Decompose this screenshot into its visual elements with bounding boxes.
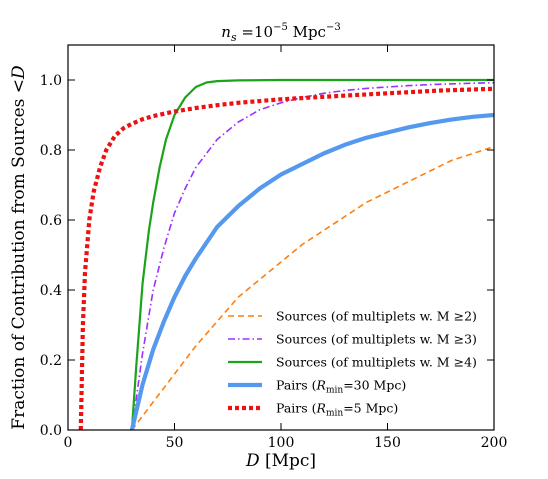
plot-area [78, 78, 494, 430]
y-axis-label: Fraction of Contribution from Sources <D [9, 65, 29, 430]
legend-label-4: Pairs (Rmin=30 Mpc) [276, 378, 406, 396]
x-tick-label: 100 [268, 435, 295, 451]
title-text: ns =10−5 Mpc−3 [221, 22, 340, 44]
series-line-4 [129, 112, 494, 430]
series-line-1 [131, 145, 494, 430]
series-line-3 [130, 78, 494, 430]
x-axis-label: D [Mpc] [245, 451, 316, 471]
legend-label-5: Pairs (Rmin=5 Mpc) [276, 401, 398, 419]
legend-label-1: Sources (of multiplets w. M ≥2) [276, 309, 477, 324]
series-line-5 [78, 86, 494, 430]
x-tick-label: 200 [481, 435, 508, 451]
y-tick-label: 0.8 [40, 143, 62, 159]
x-tick-label: 0 [64, 435, 73, 451]
chart-title: ns =10−5 Mpc−3 [221, 22, 340, 44]
legend-label-3: Sources (of multiplets w. M ≥4) [276, 355, 477, 370]
series-line-2 [131, 82, 494, 430]
x-tick-label: 50 [166, 435, 184, 451]
legend-label-2: Sources (of multiplets w. M ≥3) [276, 332, 477, 347]
series-lines [78, 78, 494, 430]
y-tick-label: 0.2 [40, 353, 62, 369]
y-tick-label: 0.0 [40, 423, 62, 439]
y-tick-label: 0.4 [40, 283, 62, 299]
axes: 0 50 100 150 200 0.0 0.2 0.4 0.6 0.8 1.0 D [Mpc] Fra… [9, 44, 508, 471]
y-tick-label: 1.0 [40, 73, 62, 89]
y-tick-label: 0.6 [40, 213, 62, 229]
x-tick-label: 150 [374, 435, 401, 451]
legend: Sources (of multiplets w. M ≥2) Sources (… [228, 309, 477, 419]
